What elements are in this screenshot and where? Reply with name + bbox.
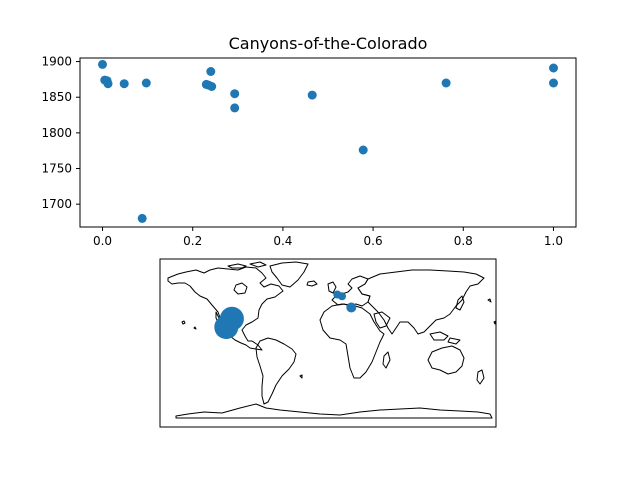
x-tick-label-2: 0.4 [273,234,292,248]
y-tick-label-0: 1700 [41,197,72,211]
coastlines [167,261,497,419]
x-axis-ticks: 0.0 0.2 0.4 0.6 0.8 1.0 [93,227,563,248]
scatter-point-9 [207,82,217,91]
chart-title: Canyons-of-the-Colorado [229,34,428,53]
antarctica-coastline [175,403,493,419]
scatter-points [98,59,558,223]
scatter-point-11 [230,89,240,99]
map-marker-1 [214,315,239,340]
southeast-asia-islands [429,331,461,345]
y-tick-label-1: 1750 [41,162,72,176]
arctic-islands [227,261,267,269]
scatter-point-6 [137,213,147,223]
scatter-point-17 [549,78,558,88]
greenland-coastline [269,261,309,288]
y-tick-label-3: 1850 [41,90,72,104]
asia-coastline [357,269,485,335]
madagascar [382,351,391,369]
africa-coastline [319,303,385,379]
map-frame [159,258,497,428]
y-tick-label-2: 1800 [41,126,72,140]
scatter-point-5 [141,78,151,88]
plot-area [79,57,577,228]
scatter-point-4 [119,79,129,89]
arabian-peninsula [373,311,391,329]
scatter-point-0 [98,59,107,69]
islands [181,298,497,379]
x-tick-label-3: 0.6 [364,234,383,248]
map-marker-3 [338,292,346,301]
australia-coastline [427,345,465,375]
japan [455,295,465,311]
new-zealand [476,369,485,385]
x-tick-label-5: 1.0 [544,234,563,248]
y-tick-label-4: 1900 [41,55,72,69]
x-tick-label-1: 0.2 [183,234,202,248]
x-tick-label-0: 0.0 [93,234,112,248]
british-isles [327,281,337,294]
south-america-coastline [255,337,297,405]
scatter-point-12 [230,103,240,113]
map-marker-4 [346,302,357,313]
world-map [159,258,497,428]
scatter-point-16 [549,63,558,73]
scatter-point-3 [103,79,113,89]
scatter-point-15 [441,78,451,88]
y-axis-ticks: 1700 1750 1800 1850 1900 [41,55,80,211]
x-tick-label-4: 0.8 [454,234,473,248]
map-markers [214,290,357,340]
iceland [306,280,318,287]
hudson-bay [233,282,248,295]
scatter-plot: Canyons-of-the-Colorado 0.0 0.2 0.4 0.6 0.8 1… [41,34,577,248]
north-america-coastline [167,266,284,351]
scatter-point-10 [206,67,216,76]
scatter-point-13 [307,90,317,100]
scatter-point-14 [358,145,368,155]
